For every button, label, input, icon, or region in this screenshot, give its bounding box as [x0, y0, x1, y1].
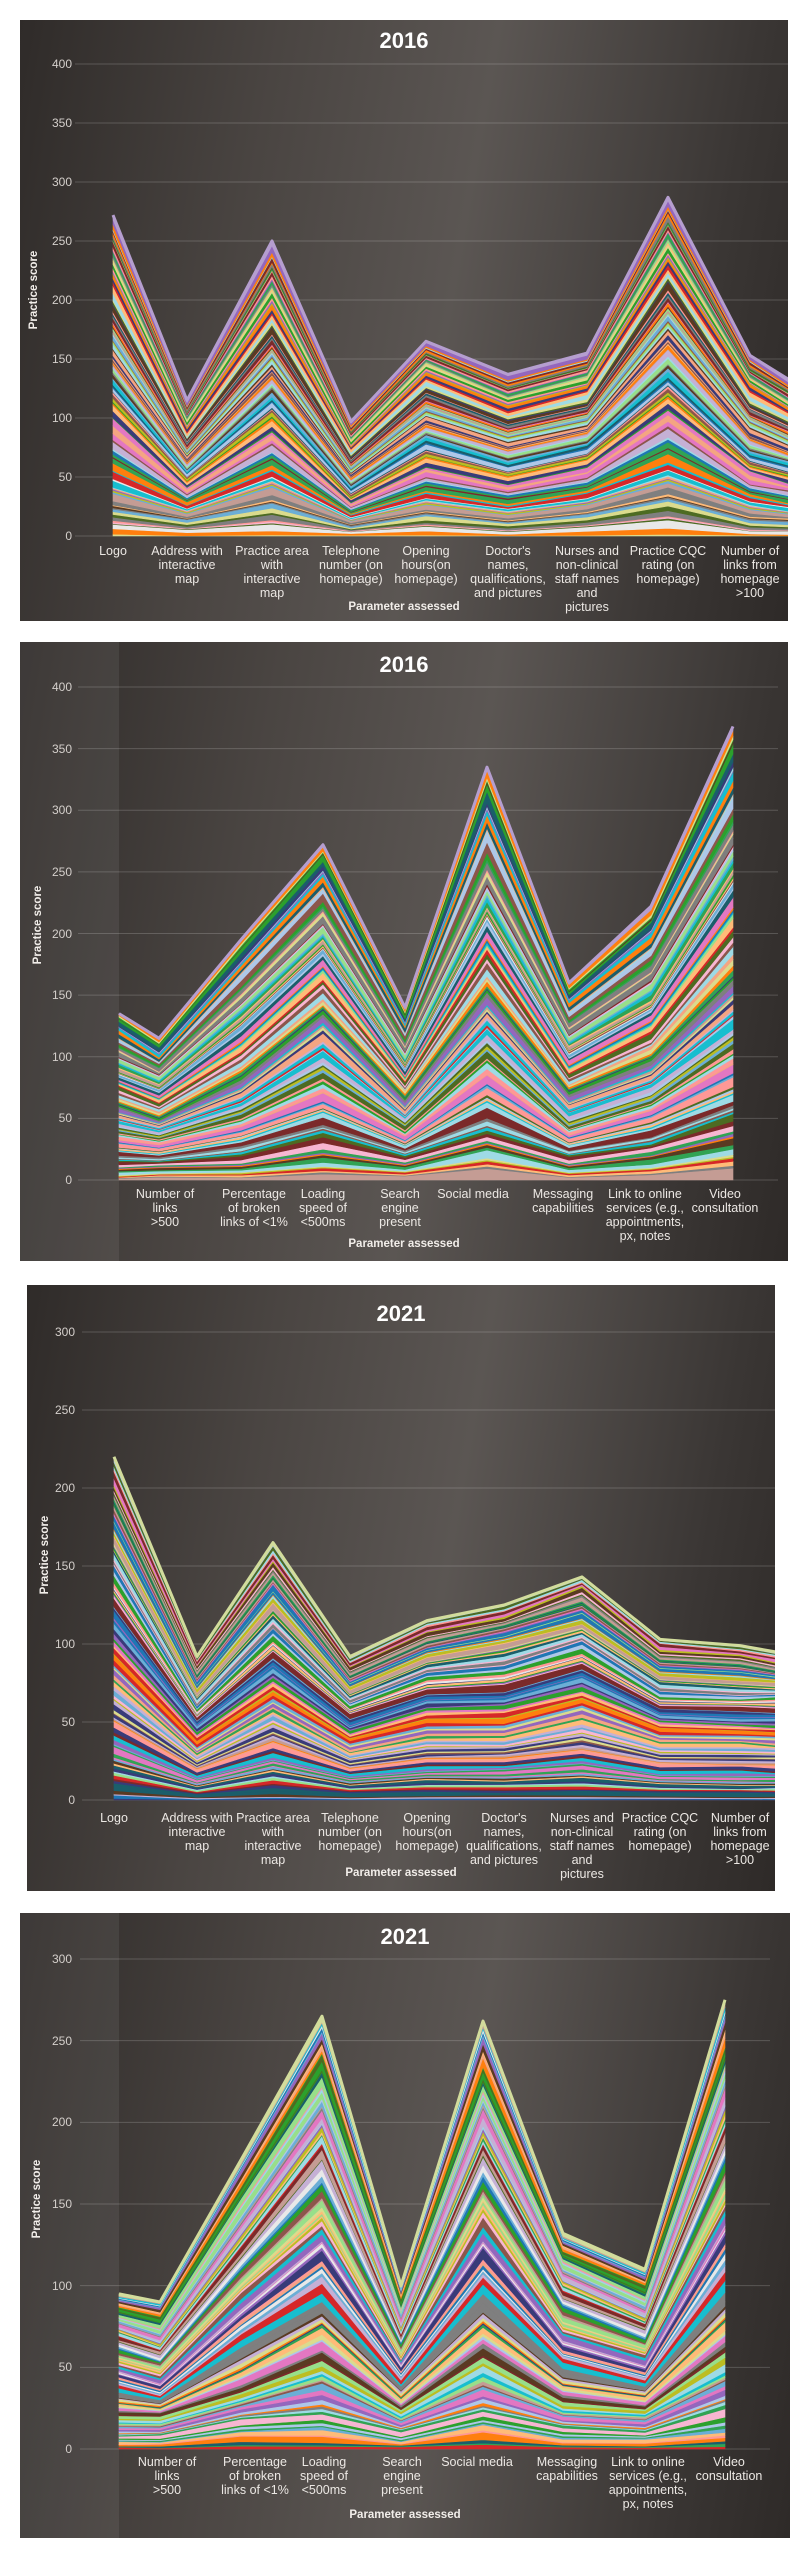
x-category-label: Link to online services (e.g., appointme… — [608, 2455, 688, 2511]
y-tick-label: 200 — [54, 1481, 75, 1495]
y-tick-label: 100 — [51, 411, 72, 425]
y-tick-label: 50 — [61, 1715, 75, 1729]
y-tick-label: 150 — [54, 1559, 75, 1573]
y-tick-label: 0 — [65, 2442, 72, 2456]
stacked-area-plot — [78, 686, 778, 1181]
x-category-label: Opening hours(on homepage) — [394, 544, 458, 586]
y-tick-label: 200 — [51, 2115, 72, 2130]
x-category-label: Address with interactive map — [151, 544, 223, 586]
y-axis-title: Practice score — [32, 885, 44, 965]
x-category-label: Logo — [100, 1811, 128, 1825]
stacked-area-plot — [75, 63, 788, 537]
x-category-label: Opening hours(on homepage) — [395, 1811, 459, 1853]
chart-panel-3: 0 50 100 150 200 250 300 2021 Logo Address with i… — [27, 1285, 775, 1891]
x-category-label: Practice area with interactive map — [236, 1811, 310, 1867]
chart-title: 2021 — [376, 1301, 426, 1326]
x-category-label: Doctor's names, qualifications, and pict… — [466, 1811, 542, 1867]
x-category-label: Practice CQC rating (on homepage) — [629, 544, 707, 586]
x-category-label: Number of links from homepage >100 — [710, 1811, 770, 1867]
x-category-label: Messaging capabilities — [536, 2455, 598, 2483]
y-tick-label: 200 — [51, 293, 72, 307]
x-category-label: Search engine present — [381, 2455, 423, 2497]
x-category-label: Video consultation — [691, 1187, 759, 1215]
y-tick-label: 350 — [51, 116, 72, 130]
y-tick-label: 50 — [58, 2360, 72, 2375]
x-category-label: Address with interactive map — [161, 1811, 233, 1853]
x-category-label: Number of links >500 — [135, 1187, 195, 1229]
y-tick-label: 200 — [51, 926, 72, 941]
x-category-label: Loading speed of <500ms — [299, 1187, 347, 1229]
y-tick-label: 400 — [51, 680, 72, 694]
x-category-label: Percentage of broken links of <1% — [220, 1187, 288, 1229]
top-series-line — [111, 195, 788, 424]
x-category-label: Percentage of broken links of <1% — [221, 2455, 289, 2497]
y-tick-label: 250 — [51, 2033, 72, 2048]
stacked-area-plot — [82, 1331, 775, 1801]
x-category-label: Social media — [437, 1187, 509, 1201]
y-tick-label: 0 — [65, 529, 72, 543]
chart-title: 2016 — [379, 28, 429, 53]
x-axis-title: Parameter assessed — [348, 601, 460, 613]
y-axis-title: Practice score — [39, 1515, 51, 1595]
chart-title: 2016 — [379, 652, 429, 677]
x-category-label: Nurses and non-clinical staff names and … — [549, 1811, 615, 1881]
x-category-label: Video consultation — [695, 2455, 763, 2483]
y-tick-label: 300 — [51, 175, 72, 189]
y-tick-label: 250 — [54, 1403, 75, 1417]
y-tick-label: 100 — [51, 2278, 72, 2293]
x-category-label: Doctor's names, qualifications, and pict… — [470, 544, 546, 600]
y-tick-label: 100 — [54, 1637, 75, 1651]
y-tick-label: 400 — [51, 57, 72, 71]
y-axis-title: Practice score — [28, 250, 40, 330]
top-series-line — [112, 1456, 775, 1658]
x-category-label: Telephone number (on homepage) — [319, 544, 383, 586]
y-tick-label: 300 — [54, 1325, 75, 1339]
y-tick-label: 100 — [51, 1049, 72, 1064]
x-axis-title: Parameter assessed — [348, 1238, 460, 1250]
y-tick-label: 250 — [51, 864, 72, 879]
y-tick-label: 150 — [51, 352, 72, 366]
x-category-label: Telephone number (on homepage) — [318, 1811, 382, 1853]
chart-panel-1: 0 50 100 150 200 250 300 350 400 2016 Logo Address … — [20, 20, 788, 621]
y-tick-label: 50 — [58, 1111, 72, 1126]
x-category-label: Number of links from homepage >100 — [720, 544, 780, 600]
x-category-label: Logo — [99, 544, 127, 558]
chart-title: 2021 — [380, 1924, 430, 1949]
y-axis-title: Practice score — [31, 2159, 43, 2239]
plot-side-band — [20, 1913, 119, 2538]
top-series-line — [118, 1999, 727, 2304]
y-tick-label: 300 — [51, 803, 72, 818]
x-category-label: Practice CQC rating (on homepage) — [621, 1811, 699, 1853]
x-category-label: Social media — [441, 2455, 513, 2469]
top-series-line — [118, 725, 735, 1040]
x-axis-title: Parameter assessed — [345, 1867, 457, 1879]
x-category-label: Loading speed of <500ms — [300, 2455, 348, 2497]
y-tick-label: 150 — [51, 2197, 72, 2211]
y-tick-label: 250 — [51, 234, 72, 248]
stacked-area-plot — [80, 1958, 770, 2450]
y-tick-label: 350 — [51, 741, 72, 756]
plot-side-band — [20, 642, 119, 1261]
y-tick-label: 0 — [68, 1793, 75, 1807]
y-tick-label: 0 — [65, 1173, 72, 1187]
x-category-label: Nurses and non-clinical staff names and … — [554, 544, 620, 614]
y-tick-label: 150 — [51, 988, 72, 1003]
x-axis-title: Parameter assessed — [349, 2509, 461, 2521]
y-tick-label: 50 — [58, 470, 72, 484]
x-category-label: Search engine present — [379, 1187, 421, 1229]
x-category-label: Link to online services (e.g., appointme… — [605, 1187, 685, 1243]
y-tick-label: 300 — [51, 1952, 72, 1966]
x-category-label: Practice area with interactive map — [235, 544, 309, 600]
chart-panel-4: 0 50 100 150 200 250 300 2021 Number of links >5… — [20, 1913, 790, 2538]
x-category-label: Number of links >500 — [137, 2455, 197, 2497]
chart-panel-2: 0 50 100 150 200 250 300 350 400 2016 Number of li… — [20, 642, 788, 1261]
x-category-label: Messaging capabilities — [532, 1187, 594, 1215]
